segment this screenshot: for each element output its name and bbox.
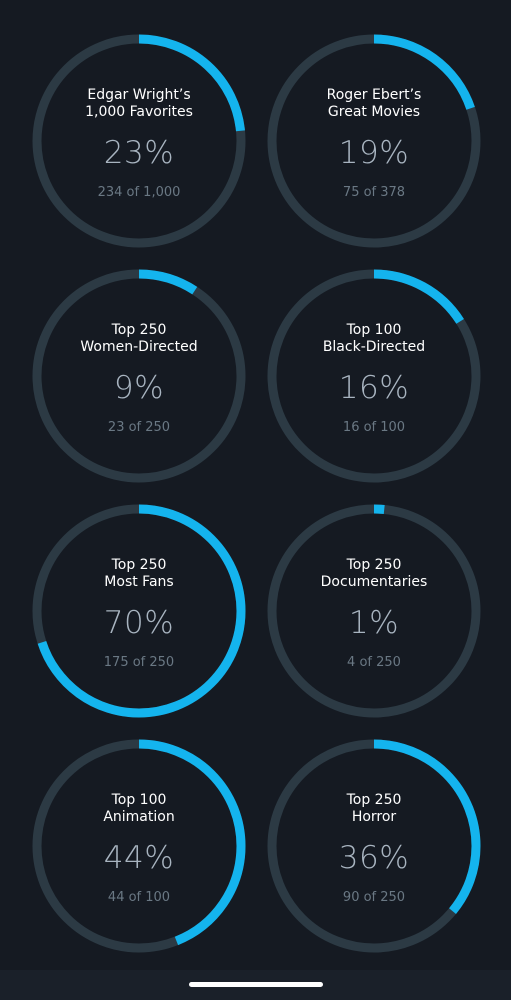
progress-ring-fill (267, 269, 481, 483)
progress-ring (32, 504, 246, 718)
progress-ring-fill (267, 739, 481, 953)
list-count: 4 of 250 (347, 655, 401, 670)
list-progress-grid: Edgar Wright’s 1,000 Favorites 23% 234 o… (31, 33, 482, 954)
list-title: Top 250 Documentaries (320, 557, 428, 590)
list-percent: 9% (113, 370, 165, 406)
list-percent: 23% (103, 135, 175, 171)
list-title: Edgar Wright’s 1,000 Favorites (85, 87, 193, 120)
list-title: Top 250 Most Fans (104, 557, 174, 590)
list-percent: 36% (338, 840, 410, 876)
progress-ring-fill (32, 269, 246, 483)
progress-ring (267, 739, 481, 953)
list-progress-card[interactable]: Top 250 Horror 36% 90 of 250 (266, 738, 482, 954)
list-title: Top 250 Horror (346, 792, 402, 825)
list-percent: 16% (338, 370, 410, 406)
progress-ring-fill (267, 34, 481, 248)
list-title: Top 100 Animation (103, 792, 175, 825)
list-count: 44 of 100 (107, 890, 171, 905)
list-progress-card[interactable]: Top 250 Most Fans 70% 175 of 250 (31, 503, 247, 719)
list-percent: 19% (338, 135, 410, 171)
list-count: 16 of 100 (342, 420, 406, 435)
list-progress-card[interactable]: Top 100 Black-Directed 16% 16 of 100 (266, 268, 482, 484)
list-progress-card[interactable]: Top 250 Women-Directed 9% 23 of 250 (31, 268, 247, 484)
list-percent: 44% (103, 840, 175, 876)
list-progress-card[interactable]: Top 100 Animation 44% 44 of 100 (31, 738, 247, 954)
progress-ring-fill (32, 504, 246, 718)
progress-ring-fill (267, 504, 481, 718)
list-title: Roger Ebert’s Great Movies (326, 87, 422, 120)
progress-ring (32, 739, 246, 953)
progress-ring (267, 504, 481, 718)
list-count: 90 of 250 (342, 890, 406, 905)
progress-ring (267, 269, 481, 483)
progress-ring (267, 34, 481, 248)
list-progress-card[interactable]: Roger Ebert’s Great Movies 19% 75 of 378 (266, 33, 482, 249)
list-count: 234 of 1,000 (97, 185, 181, 200)
list-progress-card[interactable]: Edgar Wright’s 1,000 Favorites 23% 234 o… (31, 33, 247, 249)
list-progress-card[interactable]: Top 250 Documentaries 1% 4 of 250 (266, 503, 482, 719)
list-count: 175 of 250 (103, 655, 175, 670)
list-title: Top 250 Women-Directed (80, 322, 198, 355)
progress-ring (32, 269, 246, 483)
list-percent: 70% (103, 605, 175, 641)
home-indicator[interactable] (189, 982, 323, 987)
progress-ring-fill (32, 739, 246, 953)
progress-ring (32, 34, 246, 248)
list-count: 75 of 378 (342, 185, 406, 200)
list-title: Top 100 Black-Directed (322, 322, 426, 355)
progress-ring-fill (32, 34, 246, 248)
list-count: 23 of 250 (107, 420, 171, 435)
list-percent: 1% (348, 605, 400, 641)
